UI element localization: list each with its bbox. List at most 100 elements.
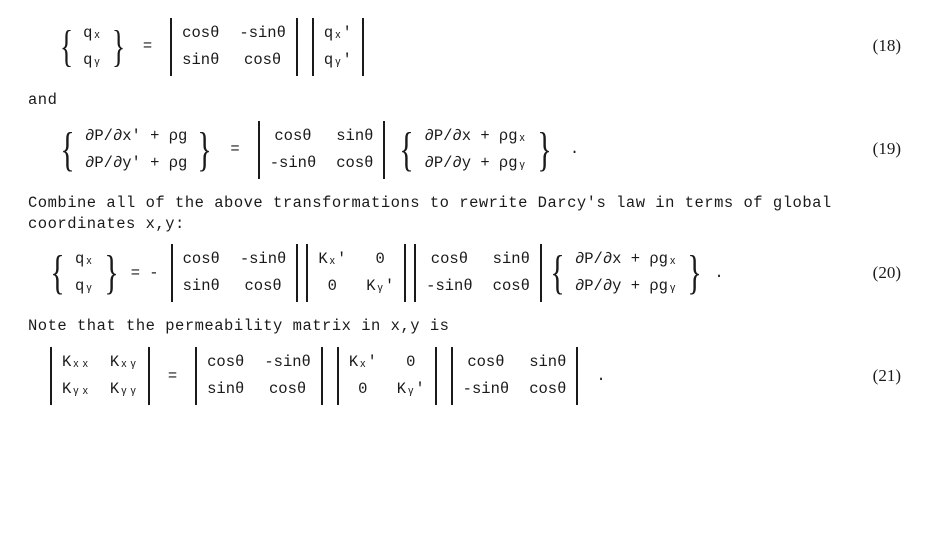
eq20-rot2-r1c2: sinθ [487,246,536,273]
eq19-number: (19) [873,138,907,161]
eq21-k-r2c2: Kᵧ' [391,376,431,403]
eq20-rhs-1: ∂P/∂x + ρgₓ [569,246,683,273]
paragraph-1: Combine all of the above transformations… [28,193,907,235]
vbar-icon [296,244,298,302]
page: { qₓ qᵧ } = cosθ sinθ -sinθ cosθ [0,0,939,427]
eq21-lhs-matrix: Kₓₓ Kᵧₓ Kₓᵧ Kᵧᵧ [50,347,150,405]
equation-19: { ∂P/∂x' + ρg ∂P/∂y' + ρg } = cosθ -sinθ… [60,121,907,179]
vbar-icon [540,244,542,302]
eq18-rot-r2c1: sinθ [176,47,225,74]
eq21-k-r2c1: 0 [343,376,383,403]
eq19-lhs-vector: { ∂P/∂x' + ρg ∂P/∂y' + ρg } [60,121,212,179]
eq20-rot2-r1c1: cosθ [420,246,479,273]
equation-18: { qₓ qᵧ } = cosθ sinθ -sinθ cosθ [60,18,907,76]
eq20-k-r2c1: 0 [312,273,352,300]
eq19-rot-matrix: cosθ -sinθ sinθ cosθ [258,121,386,179]
equation-21-body: Kₓₓ Kᵧₓ Kₓᵧ Kᵧᵧ = cosθ sinθ -sinθ cosθ [50,347,610,405]
eq21-rot1-matrix: cosθ sinθ -sinθ cosθ [195,347,323,405]
eq18-rot-r1c2: -sinθ [233,20,292,47]
eq21-k-matrix: Kₓ' 0 0 Kᵧ' [337,347,437,405]
eq20-k-matrix: Kₓ' 0 0 Kᵧ' [306,244,406,302]
vbar-icon [321,347,323,405]
equation-20: { qₓ qᵧ } = - cosθ sinθ -sinθ cosθ [50,244,907,302]
brace-left-icon: { [400,126,414,174]
vbar-icon [148,347,150,405]
brace-right-icon: } [688,249,702,297]
eq18-rot-r1c1: cosθ [176,20,225,47]
eq21-rot2-r2c1: -sinθ [457,376,516,403]
eq20-k-r1c2: 0 [360,246,400,273]
eq18-rhs-2: qᵧ' [318,47,358,74]
eq19-rhs-1: ∂P/∂x + ρgₓ [419,123,533,150]
and-text: and [28,90,907,111]
eq19-rot-r2c1: -sinθ [264,150,323,177]
eq21-lhs-r1c1: Kₓₓ [56,349,96,376]
brace-right-icon: } [104,249,118,297]
eq19-rhs-vector: { ∂P/∂x + ρgₓ ∂P/∂y + ρgᵧ } [399,121,551,179]
eq18-rhs-vector: qₓ' qᵧ' [312,18,364,76]
vbar-icon [435,347,437,405]
eq20-rot1-matrix: cosθ sinθ -sinθ cosθ [171,244,299,302]
eq20-rot2-r2c1: -sinθ [420,273,479,300]
eq21-rot2-r1c1: cosθ [457,349,516,376]
eq20-lhs-2: qᵧ [69,273,100,300]
eq18-rhs-1: qₓ' [318,20,358,47]
eq21-rot1-r2c2: cosθ [258,376,317,403]
eq21-lhs-r2c2: Kᵧᵧ [104,376,144,403]
eq18-rot-matrix: cosθ sinθ -sinθ cosθ [170,18,298,76]
eq20-rot2-matrix: cosθ -sinθ sinθ cosθ [414,244,542,302]
eq19-tail: . [566,139,583,160]
eq18-lhs-vector: { qₓ qᵧ } [60,18,125,76]
eq20-rot1-r2c1: sinθ [177,273,226,300]
eq21-k-r1c1: Kₓ' [343,349,383,376]
brace-left-icon: { [550,249,564,297]
vbar-icon [362,18,364,76]
eq21-k-r1c2: 0 [391,349,431,376]
equals-sign: = [164,366,181,387]
eq20-rot1-r2c2: cosθ [234,273,293,300]
brace-left-icon: { [60,25,73,69]
equation-18-body: { qₓ qᵧ } = cosθ sinθ -sinθ cosθ [60,18,364,76]
eq20-k-r2c2: Kᵧ' [360,273,400,300]
eq19-rot-r1c1: cosθ [264,123,323,150]
equals-sign: = [226,139,243,160]
eq21-number: (21) [873,365,907,388]
eq19-rot-r1c2: sinθ [330,123,379,150]
eq20-lhs-1: qₓ [69,246,100,273]
eq21-rot1-r1c1: cosθ [201,349,250,376]
eq21-lhs-r1c2: Kₓᵧ [104,349,144,376]
eq21-tail: . [592,366,609,387]
eq21-rot2-matrix: cosθ -sinθ sinθ cosθ [451,347,579,405]
equation-21: Kₓₓ Kᵧₓ Kₓᵧ Kᵧᵧ = cosθ sinθ -sinθ cosθ [50,347,907,405]
eq18-lhs-2: qᵧ [77,47,108,74]
eq19-lhs-2: ∂P/∂y' + ρg [79,150,193,177]
brace-left-icon: { [60,126,74,174]
equals-sign: = [139,36,156,57]
vbar-icon [383,121,385,179]
brace-right-icon: } [112,25,125,69]
equation-20-body: { qₓ qᵧ } = - cosθ sinθ -sinθ cosθ [50,244,728,302]
equals-minus: = - [127,263,163,284]
paragraph-2: Note that the permeability matrix in x,y… [28,316,907,337]
eq20-lhs-vector: { qₓ qᵧ } [50,244,119,302]
eq20-rhs-vector: { ∂P/∂x + ρgₓ ∂P/∂y + ρgᵧ } [550,244,702,302]
eq20-rot2-r2c2: cosθ [487,273,536,300]
eq19-rhs-2: ∂P/∂y + ρgᵧ [419,150,533,177]
equation-19-body: { ∂P/∂x' + ρg ∂P/∂y' + ρg } = cosθ -sinθ… [60,121,583,179]
eq21-lhs-r2c1: Kᵧₓ [56,376,96,403]
brace-left-icon: { [50,249,64,297]
eq20-rot1-r1c2: -sinθ [234,246,293,273]
eq21-rot2-r1c2: sinθ [523,349,572,376]
eq19-rot-r2c2: cosθ [330,150,379,177]
eq21-rot1-r2c1: sinθ [201,376,250,403]
eq18-number: (18) [873,35,907,58]
brace-right-icon: } [537,126,551,174]
eq20-tail: . [710,263,727,284]
eq20-rhs-2: ∂P/∂y + ρgᵧ [569,273,683,300]
eq21-rot1-r1c2: -sinθ [258,349,317,376]
brace-right-icon: } [198,126,212,174]
eq19-lhs-1: ∂P/∂x' + ρg [79,123,193,150]
eq20-rot1-r1c1: cosθ [177,246,226,273]
vbar-icon [296,18,298,76]
eq18-rot-r2c2: cosθ [233,47,292,74]
